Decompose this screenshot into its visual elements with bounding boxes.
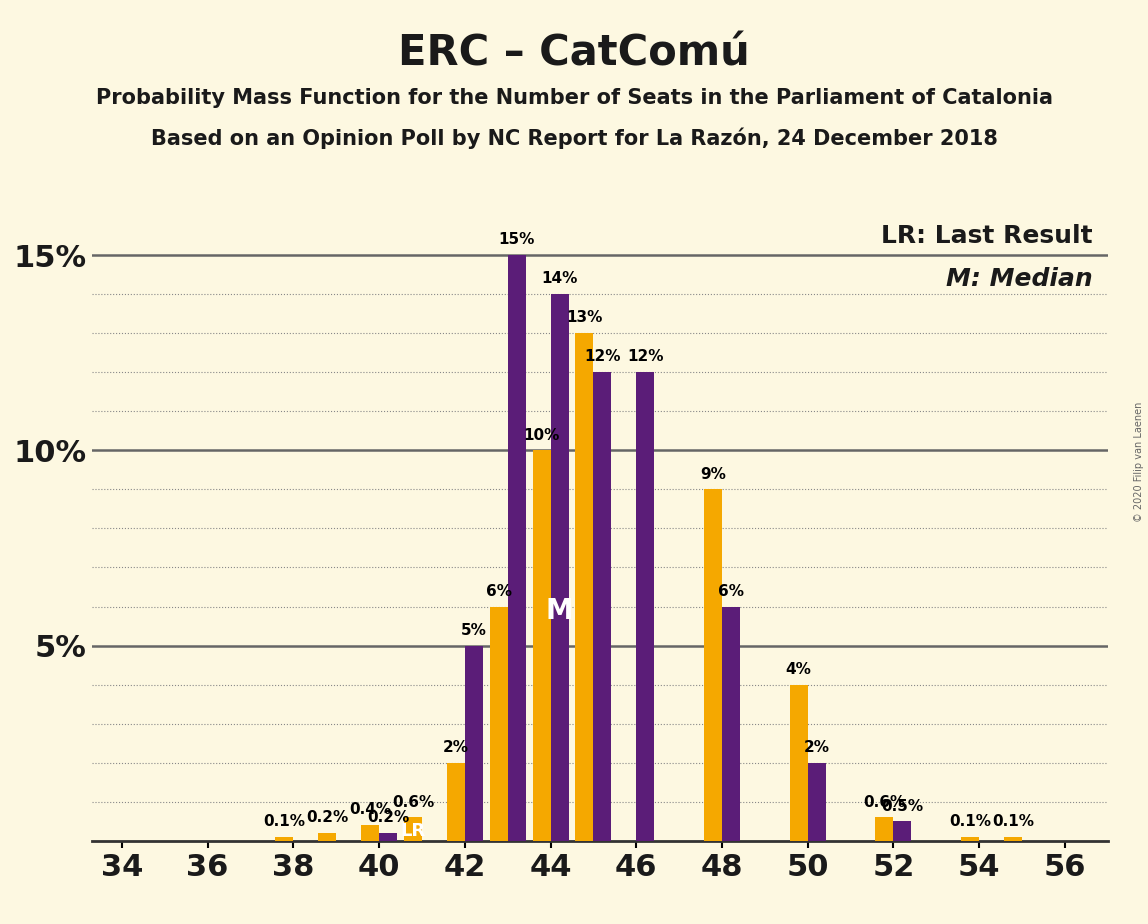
Text: 5%: 5%	[460, 623, 487, 638]
Text: M: M	[545, 597, 573, 626]
Text: 0.6%: 0.6%	[863, 795, 906, 809]
Text: 0.1%: 0.1%	[992, 814, 1034, 829]
Text: 2%: 2%	[804, 740, 830, 755]
Text: LR: LR	[401, 822, 426, 841]
Bar	[404, 818, 422, 841]
Text: 2%: 2%	[443, 740, 468, 755]
Text: 6%: 6%	[718, 584, 744, 599]
Text: 0.2%: 0.2%	[307, 810, 348, 825]
Text: 0.1%: 0.1%	[949, 814, 991, 829]
Bar	[790, 685, 808, 841]
Text: LR: Last Result: LR: Last Result	[881, 225, 1093, 249]
Text: Based on an Opinion Poll by NC Report for La Razón, 24 December 2018: Based on an Opinion Poll by NC Report fo…	[150, 128, 998, 149]
Text: 14%: 14%	[542, 272, 577, 286]
Text: 13%: 13%	[566, 310, 603, 325]
Text: 15%: 15%	[498, 232, 535, 248]
Bar	[276, 837, 294, 841]
Text: 6%: 6%	[486, 584, 512, 599]
Text: 4%: 4%	[785, 662, 812, 676]
Bar	[594, 372, 612, 841]
Bar	[490, 606, 507, 841]
Bar	[808, 762, 825, 841]
Bar	[318, 833, 336, 841]
Text: 0.4%: 0.4%	[349, 802, 391, 818]
Bar	[722, 606, 740, 841]
Text: 9%: 9%	[700, 467, 726, 481]
Text: ERC – CatComú: ERC – CatComú	[398, 32, 750, 74]
Text: 0.2%: 0.2%	[367, 810, 409, 825]
Text: 10%: 10%	[523, 428, 560, 443]
Bar	[533, 450, 551, 841]
Text: Probability Mass Function for the Number of Seats in the Parliament of Catalonia: Probability Mass Function for the Number…	[95, 88, 1053, 108]
Bar	[575, 334, 594, 841]
Bar	[876, 818, 893, 841]
Bar	[704, 490, 722, 841]
Text: 12%: 12%	[584, 349, 621, 364]
Text: M: Median: M: Median	[946, 267, 1093, 291]
Bar	[465, 646, 483, 841]
Bar	[362, 825, 379, 841]
Bar	[507, 255, 526, 841]
Bar	[551, 294, 568, 841]
Bar	[1004, 837, 1022, 841]
Text: 0.6%: 0.6%	[391, 795, 434, 809]
Bar	[636, 372, 654, 841]
Bar	[961, 837, 979, 841]
Text: 12%: 12%	[627, 349, 664, 364]
Bar	[893, 821, 912, 841]
Bar	[379, 833, 397, 841]
Bar	[447, 762, 465, 841]
Text: 0.1%: 0.1%	[263, 814, 305, 829]
Text: © 2020 Filip van Laenen: © 2020 Filip van Laenen	[1134, 402, 1143, 522]
Text: 0.5%: 0.5%	[882, 798, 923, 813]
